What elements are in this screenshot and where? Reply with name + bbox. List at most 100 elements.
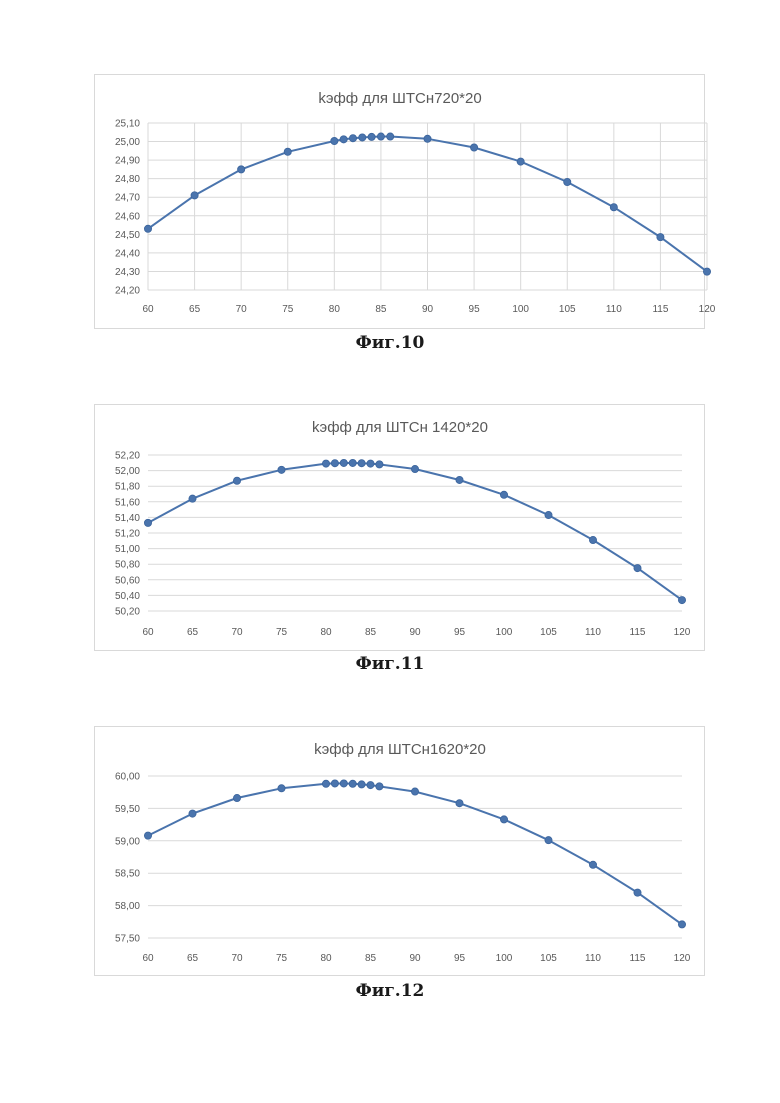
data-point: [517, 158, 524, 165]
data-point: [144, 225, 151, 232]
data-point: [331, 137, 338, 144]
data-point: [331, 460, 338, 467]
x-tick-label: 80: [320, 627, 332, 638]
chart-title: kэфф для ШТСн720*20: [318, 90, 481, 107]
data-point: [233, 794, 240, 801]
x-tick-label: 75: [276, 953, 288, 964]
chart-12: kэфф для ШТСн1620*20 57,5058,0058,5059,0…: [94, 726, 705, 976]
data-point: [340, 136, 347, 143]
data-point: [144, 832, 151, 839]
data-point: [340, 780, 347, 787]
grid: [148, 123, 707, 290]
data-point: [589, 536, 596, 543]
chart-title: kэфф для ШТСн 1420*20: [312, 419, 488, 436]
x-tick-label: 115: [630, 953, 646, 964]
y-tick-label: 50,80: [115, 560, 140, 571]
x-tick-label: 105: [559, 304, 576, 315]
x-tick-label: 100: [496, 627, 513, 638]
data-point: [545, 511, 552, 518]
data-point: [657, 234, 664, 241]
x-tick-label: 90: [409, 627, 421, 638]
data-point: [545, 837, 552, 844]
data-point: [387, 133, 394, 140]
figure-caption: Фиг.12: [0, 981, 780, 1001]
data-point: [349, 780, 356, 787]
axes: 57,5058,0058,5059,0059,5060,006065707580…: [115, 772, 691, 965]
data-point: [322, 460, 329, 467]
y-tick-label: 24,30: [115, 267, 140, 278]
y-tick-label: 57,50: [115, 934, 140, 945]
chart-title: kэфф для ШТСн1620*20: [314, 741, 486, 758]
data-point: [322, 780, 329, 787]
y-tick-label: 59,50: [115, 804, 140, 815]
data-point: [411, 788, 418, 795]
x-tick-label: 100: [512, 304, 529, 315]
data-point: [500, 816, 507, 823]
x-tick-label: 60: [142, 627, 154, 638]
x-tick-label: 90: [409, 953, 421, 964]
data-point: [610, 204, 617, 211]
x-tick-label: 60: [142, 953, 154, 964]
x-tick-label: 85: [365, 953, 377, 964]
y-tick-label: 24,80: [115, 174, 140, 185]
data-point: [424, 135, 431, 142]
y-tick-label: 59,00: [115, 836, 140, 847]
x-tick-label: 95: [469, 304, 481, 315]
data-point: [358, 460, 365, 467]
data-point: [349, 135, 356, 142]
series-line: [148, 784, 682, 925]
data-point: [191, 192, 198, 199]
y-tick-label: 51,20: [115, 529, 140, 540]
chart-10: kэфф для ШТСн720*20 24,2024,3024,4024,50…: [94, 74, 705, 329]
data-point: [703, 268, 710, 275]
x-tick-label: 120: [674, 953, 691, 964]
y-tick-label: 51,80: [115, 482, 140, 493]
x-tick-label: 80: [329, 304, 341, 315]
x-tick-label: 60: [142, 304, 154, 315]
chart-11: kэфф для ШТСн 1420*20 50,2050,4050,6050,…: [94, 404, 705, 651]
x-tick-label: 70: [231, 953, 243, 964]
x-tick-label: 105: [540, 627, 557, 638]
y-tick-label: 25,00: [115, 137, 140, 148]
x-tick-label: 105: [540, 953, 557, 964]
y-tick-label: 51,40: [115, 513, 140, 524]
y-tick-label: 24,90: [115, 156, 140, 167]
x-tick-label: 70: [231, 627, 243, 638]
grid: [148, 455, 682, 611]
data-point: [233, 477, 240, 484]
figure-caption: Фиг.10: [0, 333, 780, 353]
x-tick-label: 120: [699, 304, 716, 315]
y-tick-label: 24,20: [115, 286, 140, 297]
data-point: [284, 148, 291, 155]
data-point: [411, 465, 418, 472]
data-point: [278, 466, 285, 473]
x-tick-label: 110: [606, 304, 622, 315]
y-tick-label: 51,00: [115, 544, 140, 555]
y-tick-label: 60,00: [115, 772, 140, 783]
data-point: [376, 461, 383, 468]
y-tick-label: 58,50: [115, 869, 140, 880]
series: [144, 459, 685, 603]
x-tick-label: 90: [422, 304, 434, 315]
data-point: [367, 460, 374, 467]
data-point: [331, 780, 338, 787]
chart-11-svg: kэфф для ШТСн 1420*20 50,2050,4050,6050,…: [95, 405, 706, 652]
data-point: [589, 861, 596, 868]
data-point: [634, 565, 641, 572]
y-tick-label: 24,70: [115, 193, 140, 204]
data-point: [189, 495, 196, 502]
x-tick-label: 100: [496, 953, 513, 964]
data-point: [678, 596, 685, 603]
y-tick-label: 24,50: [115, 230, 140, 241]
x-tick-label: 115: [630, 627, 646, 638]
data-point: [470, 144, 477, 151]
data-point: [456, 800, 463, 807]
chart-12-svg: kэфф для ШТСн1620*20 57,5058,0058,5059,0…: [95, 727, 706, 977]
y-tick-label: 50,20: [115, 607, 140, 618]
x-tick-label: 65: [187, 627, 199, 638]
x-tick-label: 115: [652, 304, 668, 315]
x-tick-label: 120: [674, 627, 691, 638]
data-point: [368, 133, 375, 140]
axes: 24,2024,3024,4024,5024,6024,7024,8024,90…: [115, 119, 716, 316]
data-point: [189, 810, 196, 817]
